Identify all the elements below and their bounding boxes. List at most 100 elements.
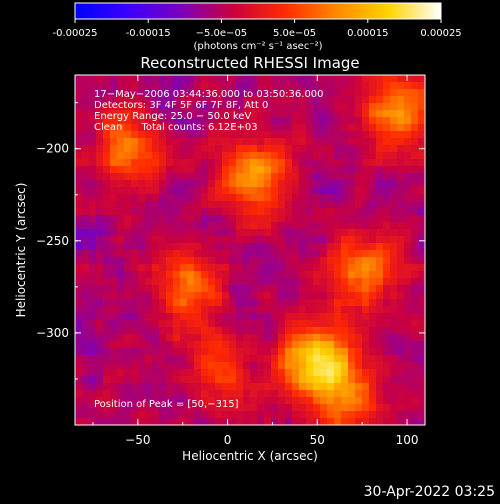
heatmap-cell <box>390 75 398 83</box>
heatmap-cell <box>418 173 425 181</box>
heatmap-cell <box>194 285 202 293</box>
heatmap-cell <box>341 376 349 384</box>
heatmap-cell <box>397 271 405 279</box>
heatmap-cell <box>180 397 188 405</box>
heatmap-cell <box>278 89 286 97</box>
heatmap-cell <box>411 103 419 111</box>
heatmap-cell <box>292 110 300 118</box>
heatmap-cell <box>131 194 139 202</box>
heatmap-cell <box>243 418 251 425</box>
heatmap-cell <box>96 411 104 419</box>
heatmap-cell <box>103 348 111 356</box>
heatmap-cell <box>390 173 398 181</box>
x-tick-label: 50 <box>310 433 325 447</box>
heatmap-cell <box>215 89 223 97</box>
heatmap-cell <box>201 229 209 237</box>
heatmap-cell <box>341 96 349 104</box>
heatmap-cell <box>278 75 286 83</box>
heatmap-cell <box>418 180 425 188</box>
heatmap-cell <box>159 348 167 356</box>
heatmap-cell <box>306 257 314 265</box>
heatmap-cell <box>264 222 272 230</box>
heatmap-cell <box>355 131 363 139</box>
heatmap-cell <box>334 271 342 279</box>
heatmap-cell <box>299 383 307 391</box>
heatmap-cell <box>229 292 237 300</box>
heatmap-cell <box>369 397 377 405</box>
heatmap-cell <box>327 201 335 209</box>
heatmap-cell <box>138 327 146 335</box>
heatmap-cell <box>397 299 405 307</box>
heatmap-cell <box>292 341 300 349</box>
heatmap-cell <box>299 208 307 216</box>
heatmap-cell <box>285 215 293 223</box>
heatmap-cell <box>383 376 391 384</box>
heatmap-cell <box>285 383 293 391</box>
heatmap-cell <box>236 334 244 342</box>
heatmap-cell <box>264 166 272 174</box>
heatmap-cell <box>124 313 132 321</box>
heatmap-cell <box>320 257 328 265</box>
heatmap-cell <box>299 229 307 237</box>
heatmap-cell <box>306 306 314 314</box>
heatmap-cell <box>173 222 181 230</box>
heatmap-cell <box>110 215 118 223</box>
heatmap-cell <box>299 264 307 272</box>
heatmap-cell <box>96 327 104 335</box>
heatmap-cell <box>187 173 195 181</box>
heatmap-cell <box>376 194 384 202</box>
heatmap-cell <box>299 397 307 405</box>
heatmap-cell <box>152 299 160 307</box>
heatmap-cell <box>264 215 272 223</box>
heatmap-cell <box>103 285 111 293</box>
heatmap-cell <box>411 418 419 425</box>
heatmap-cell <box>180 320 188 328</box>
heatmap-cell <box>348 313 356 321</box>
heatmap-cell <box>418 278 425 286</box>
heatmap-cell <box>306 411 314 419</box>
heatmap-cell <box>166 313 174 321</box>
heatmap-cell <box>117 313 125 321</box>
heatmap-cell <box>117 285 125 293</box>
heatmap-cell <box>278 355 286 363</box>
heatmap-cell <box>145 131 153 139</box>
heatmap-cell <box>397 243 405 251</box>
heatmap-cell <box>89 89 97 97</box>
heatmap-cell <box>117 166 125 174</box>
heatmap-cell <box>222 257 230 265</box>
heatmap-cell <box>404 397 412 405</box>
heatmap-cell <box>166 131 174 139</box>
heatmap-cell <box>250 243 258 251</box>
heatmap-cell <box>348 348 356 356</box>
heatmap-cell <box>257 348 265 356</box>
heatmap-cell <box>89 411 97 419</box>
heatmap-cell <box>96 257 104 265</box>
heatmap-cell <box>257 285 265 293</box>
heatmap-cell <box>236 159 244 167</box>
heatmap-cell <box>411 397 419 405</box>
heatmap-cell <box>383 369 391 377</box>
heatmap-cell <box>159 404 167 412</box>
heatmap-cell <box>215 292 223 300</box>
heatmap-cell <box>334 152 342 160</box>
heatmap-cell <box>341 320 349 328</box>
heatmap-cell <box>229 411 237 419</box>
heatmap-cell <box>89 208 97 216</box>
heatmap-cell <box>362 159 370 167</box>
heatmap-cell <box>138 404 146 412</box>
heatmap-cell <box>271 362 279 370</box>
heatmap-cell <box>271 278 279 286</box>
heatmap-cell <box>292 152 300 160</box>
heatmap-cell <box>327 131 335 139</box>
heatmap-cell <box>341 187 349 195</box>
heatmap-cell <box>159 152 167 160</box>
heatmap-cell <box>306 236 314 244</box>
heatmap-cell <box>278 383 286 391</box>
heatmap-cell <box>250 376 258 384</box>
heatmap-cell <box>341 278 349 286</box>
heatmap-cell <box>124 222 132 230</box>
heatmap-cell <box>327 390 335 398</box>
heatmap-cell <box>208 327 216 335</box>
heatmap-cell <box>376 236 384 244</box>
heatmap-cell <box>243 110 251 118</box>
